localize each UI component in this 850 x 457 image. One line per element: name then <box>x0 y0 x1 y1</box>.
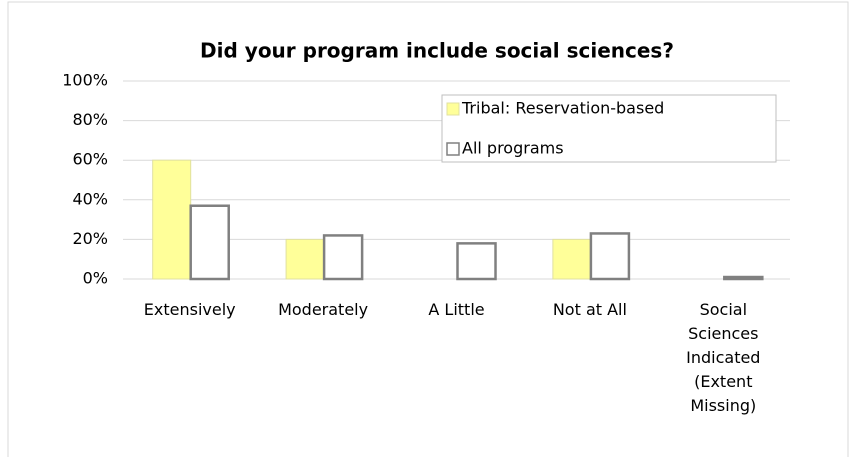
y-tick-label: 20% <box>72 229 108 248</box>
bar <box>152 159 192 280</box>
legend-swatch <box>446 102 460 116</box>
x-tick-label: Extensively <box>143 300 236 319</box>
bar <box>285 238 325 280</box>
x-tick-label: Not at All <box>552 300 627 319</box>
bar <box>322 234 364 281</box>
y-tick-label: 60% <box>72 150 108 169</box>
y-tick-label: 80% <box>72 110 108 129</box>
x-tick-label: Social Sciences Indicated (Extent Missin… <box>686 300 761 415</box>
y-tick-label: 100% <box>62 71 108 90</box>
bar <box>589 232 631 281</box>
chart-frame <box>7 1 849 457</box>
bar <box>552 238 592 280</box>
bar <box>456 242 497 281</box>
y-tick-label: 40% <box>72 189 108 208</box>
legend-swatch <box>446 142 460 156</box>
x-tick-label: Moderately <box>278 300 369 319</box>
legend-label: Tribal: Reservation-based <box>461 99 664 118</box>
y-tick-label: 0% <box>83 269 108 288</box>
legend-box <box>441 94 777 163</box>
bar <box>189 204 230 281</box>
bar <box>723 275 764 281</box>
chart-title: Did your program include social sciences… <box>200 39 674 63</box>
legend-label: All programs <box>462 139 564 158</box>
x-tick-label: A Little <box>428 300 485 319</box>
